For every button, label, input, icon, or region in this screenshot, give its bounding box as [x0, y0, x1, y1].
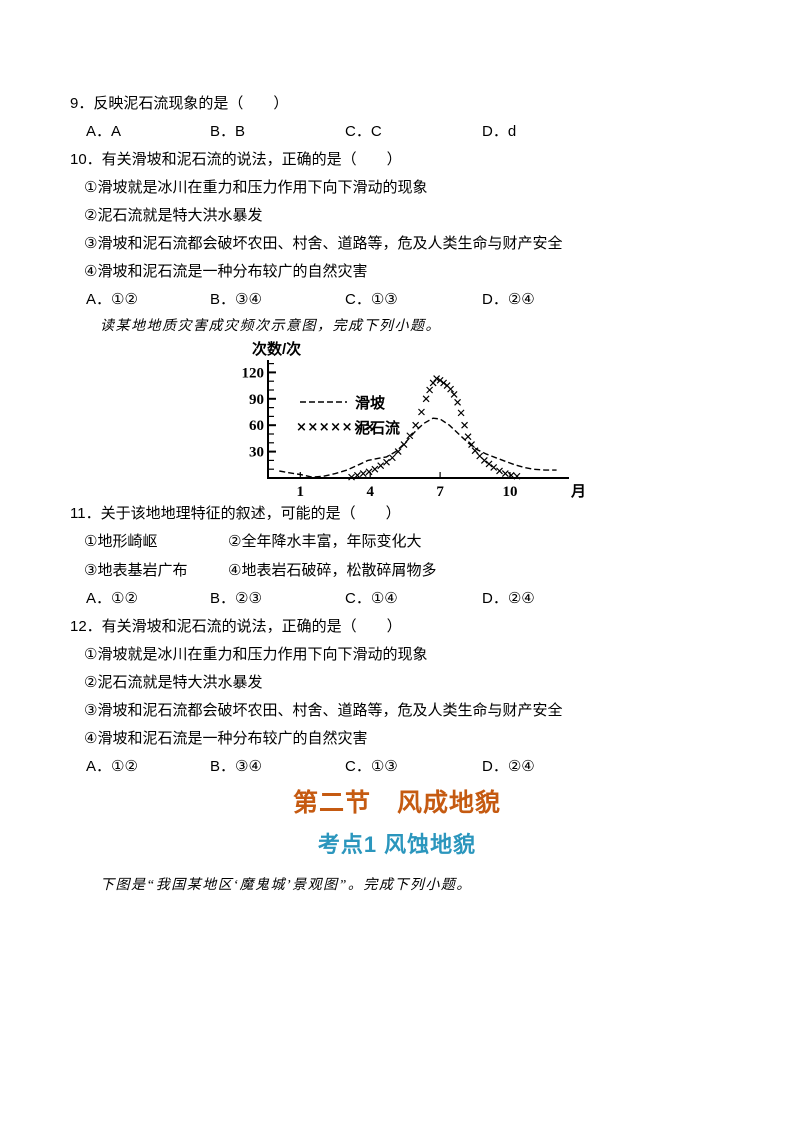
option-b[interactable]: B．③④ — [210, 758, 262, 775]
option-a[interactable]: A．①② — [86, 758, 138, 775]
option-b[interactable]: B．③④ — [210, 291, 262, 308]
option-c[interactable]: C．①③ — [345, 758, 398, 775]
svg-text:滑坡: 滑坡 — [355, 394, 385, 412]
statement-row: ①地形崎岖 ②全年降水丰富，年际变化大 — [0, 528, 794, 557]
statement-line: ③滑坡和泥石流都会破坏农田、村舍、道路等，危及人类生命与财产安全 — [84, 702, 563, 719]
option-d[interactable]: D．d — [482, 123, 517, 140]
option-c[interactable]: C．①③ — [345, 291, 398, 308]
question-11-options: A．①② B．②③ C．①④ D．②④ — [0, 585, 794, 613]
statement-line: ②泥石流就是特大洪水暴发 — [84, 674, 263, 691]
svg-text:4: 4 — [366, 484, 374, 500]
option-b[interactable]: B．B — [210, 123, 246, 140]
question-12-options: A．①② B．③④ C．①③ D．②④ — [0, 753, 794, 781]
question-9-options: A．A B．B C．C D．d — [0, 118, 794, 146]
statement-2: ②全年降水丰富，年际变化大 — [228, 533, 422, 550]
statement-3: ③地表基岩广布 — [84, 561, 188, 579]
question-12-stem: 12．有关滑坡和泥石流的说法，正确的是（ ） — [70, 618, 402, 635]
option-a[interactable]: A．①② — [86, 291, 138, 308]
svg-text:1: 1 — [297, 484, 305, 500]
option-d[interactable]: D．②④ — [482, 590, 535, 607]
statement-line: ④滑坡和泥石流是一种分布较广的自然灾害 — [84, 263, 368, 280]
image-intro-text: 下图是“我国某地区‘魔鬼城’景观图”。完成下列小题。 — [100, 878, 472, 893]
frequency-chart: 30 60 90 120 1 4 7 10 次数/次月 滑坡 ××××××× 泥石流 — [225, 340, 794, 500]
option-a[interactable]: A．A — [86, 123, 122, 140]
option-d[interactable]: D．②④ — [482, 291, 535, 308]
section-heading: 第二节 风成地貌 — [292, 789, 501, 817]
option-c[interactable]: C．C — [345, 123, 382, 140]
option-b[interactable]: B．②③ — [210, 590, 262, 607]
question-10-stem: 10．有关滑坡和泥石流的说法，正确的是（ ） — [70, 151, 402, 168]
svg-text:次数/次: 次数/次 — [252, 340, 301, 358]
svg-text:月: 月 — [570, 483, 585, 500]
option-d[interactable]: D．②④ — [482, 758, 535, 775]
option-a[interactable]: A．①② — [86, 590, 138, 607]
question-9-stem: 9．反映泥石流现象的是（ ） — [70, 95, 289, 112]
geo-hazard-frequency-chart: 30 60 90 120 1 4 7 10 次数/次月 滑坡 ×××××××泥石流 — [242, 340, 587, 500]
question-11-stem: 11．关于该地地理特征的叙述，可能的是（ ） — [70, 505, 401, 522]
kaodian-heading: 考点1 风蚀地貌 — [317, 832, 477, 857]
question-10-options: A．①② B．③④ C．①③ D．②④ — [0, 286, 794, 314]
statement-4: ④地表岩石破碎，松散碎屑物多 — [228, 561, 437, 579]
statement-1: ①地形崎岖 — [84, 533, 158, 550]
svg-text:30: 30 — [249, 445, 264, 461]
svg-text:10: 10 — [503, 484, 518, 500]
statement-line: ②泥石流就是特大洪水暴发 — [84, 207, 263, 224]
svg-text:×××××××: ××××××× — [296, 420, 376, 435]
statement-line: ④滑坡和泥石流是一种分布较广的自然灾害 — [84, 730, 368, 747]
statement-line: ①滑坡就是冰川在重力和压力作用下向下滑动的现象 — [84, 179, 428, 196]
svg-text:90: 90 — [249, 392, 264, 408]
svg-text:7: 7 — [436, 484, 444, 500]
statement-line: ①滑坡就是冰川在重力和压力作用下向下滑动的现象 — [84, 646, 428, 663]
chart-intro-text: 读某地地质灾害成灾频次示意图，完成下列小题。 — [100, 319, 441, 334]
statement-line: ③滑坡和泥石流都会破坏农田、村舍、道路等，危及人类生命与财产安全 — [84, 235, 563, 252]
svg-text:泥石流: 泥石流 — [355, 419, 400, 437]
option-c[interactable]: C．①④ — [345, 590, 398, 607]
svg-text:120: 120 — [242, 365, 265, 381]
svg-text:60: 60 — [249, 418, 264, 434]
statement-row: ③地表基岩广布 ④地表岩石破碎，松散碎屑物多 — [0, 557, 794, 586]
